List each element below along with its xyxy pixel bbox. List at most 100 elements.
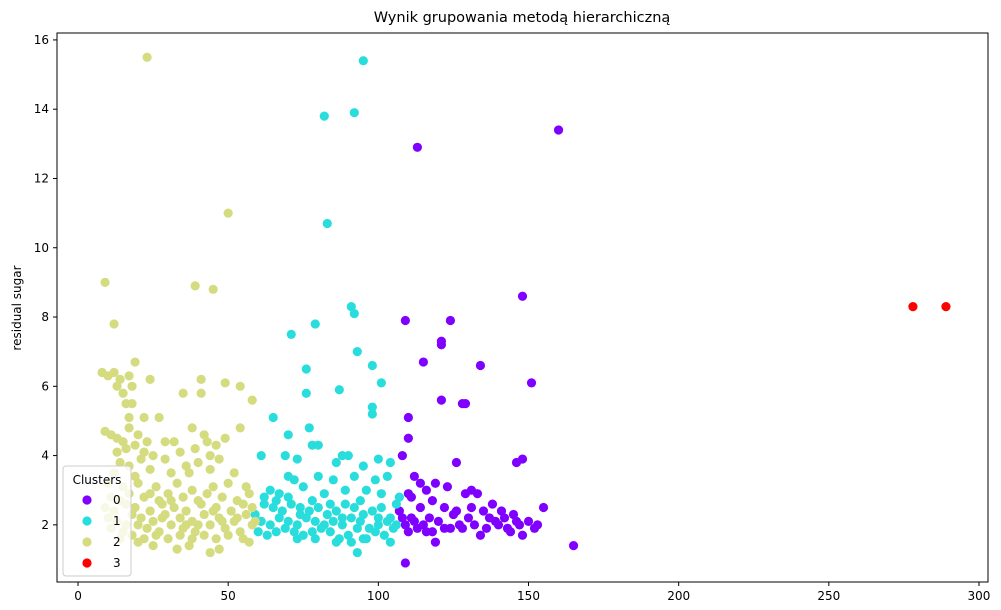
point-cluster-2-135: [214, 544, 224, 554]
point-cluster-2-53: [160, 454, 170, 464]
point-cluster-1-13: [334, 385, 344, 395]
point-cluster-1-109: [250, 509, 260, 520]
point-cluster-2-24: [124, 412, 134, 423]
point-cluster-1-56: [367, 506, 377, 516]
x-tick-label-5: 250: [817, 589, 840, 603]
point-cluster-2-128: [187, 534, 197, 544]
point-cluster-1-79: [289, 527, 299, 537]
point-cluster-1-29: [385, 457, 395, 468]
y-tick-label-0: 2: [41, 518, 49, 532]
point-cluster-2-0: [142, 52, 152, 62]
point-cluster-0-33: [466, 502, 477, 513]
point-cluster-1-107: [394, 492, 404, 502]
point-cluster-0-4: [445, 315, 456, 326]
point-cluster-1-89: [379, 530, 389, 540]
point-cluster-1-105: [352, 547, 362, 558]
point-cluster-0-61: [517, 530, 528, 540]
point-cluster-2-52: [136, 454, 146, 464]
point-cluster-2-102: [148, 516, 158, 526]
point-cluster-1-18: [304, 423, 314, 433]
point-cluster-2-144: [232, 513, 242, 523]
point-cluster-0-58: [475, 530, 486, 540]
point-cluster-2-63: [229, 468, 239, 478]
point-cluster-1-97: [337, 513, 347, 523]
point-cluster-0-13: [403, 412, 413, 423]
point-cluster-1-85: [343, 530, 353, 540]
point-cluster-2-45: [139, 447, 149, 457]
point-cluster-2-36: [130, 440, 140, 450]
point-cluster-1-90: [388, 523, 398, 533]
point-cluster-2-104: [175, 513, 185, 523]
point-cluster-2-67: [151, 482, 161, 492]
point-cluster-0-0: [553, 125, 564, 135]
point-cluster-2-149: [250, 516, 260, 526]
point-cluster-2-91: [169, 502, 179, 513]
point-cluster-2-14: [220, 378, 230, 388]
point-cluster-2-120: [235, 527, 245, 537]
point-cluster-2-84: [244, 489, 254, 499]
point-cluster-0-42: [424, 513, 434, 523]
point-cluster-2-62: [205, 464, 215, 475]
point-cluster-2-30: [199, 430, 209, 440]
point-cluster-2-37: [142, 437, 152, 447]
point-cluster-2-1: [223, 208, 233, 218]
chart-title: Wynik grupowania metodą hierarchiczną: [374, 10, 671, 26]
point-cluster-0-69: [484, 513, 495, 523]
legend-label-1: 1: [113, 514, 121, 528]
plot-frame: [56, 32, 989, 583]
point-cluster-2-92: [181, 506, 191, 516]
point-cluster-1-24: [331, 457, 341, 468]
x-tick-label-4: 200: [667, 589, 690, 603]
point-cluster-1-61: [274, 513, 284, 523]
point-cluster-1-35: [370, 475, 380, 485]
y-tick-label-4: 10: [34, 241, 49, 255]
point-cluster-1-72: [373, 520, 383, 530]
point-cluster-0-60: [505, 527, 516, 537]
point-cluster-1-12: [301, 388, 311, 398]
point-cluster-1-37: [265, 485, 275, 495]
point-cluster-1-96: [325, 499, 335, 509]
point-cluster-2-66: [133, 478, 143, 488]
point-cluster-0-64: [406, 513, 416, 523]
point-cluster-1-16: [268, 412, 278, 423]
point-cluster-2-46: [148, 450, 158, 461]
point-cluster-2-44: [121, 444, 131, 454]
point-cluster-1-14: [367, 402, 377, 412]
point-cluster-2-79: [178, 492, 188, 502]
point-cluster-1-78: [280, 523, 290, 533]
point-cluster-1-43: [376, 489, 386, 499]
point-cluster-2-38: [160, 437, 170, 447]
point-cluster-0-30: [427, 496, 437, 506]
point-cluster-1-21: [280, 450, 290, 461]
point-cluster-1-103: [310, 534, 320, 544]
point-cluster-2-28: [133, 430, 143, 440]
point-cluster-1-82: [316, 523, 326, 533]
point-cluster-0-70: [568, 541, 579, 551]
point-cluster-2-113: [142, 523, 152, 533]
point-cluster-1-26: [343, 450, 353, 461]
point-cluster-1-45: [268, 502, 278, 513]
point-cluster-2-134: [205, 547, 215, 558]
legend-label-2: 2: [113, 535, 121, 549]
point-cluster-2-11: [115, 374, 125, 384]
point-cluster-1-55: [358, 509, 368, 520]
point-cluster-1-52: [331, 506, 341, 516]
point-cluster-2-48: [190, 444, 200, 454]
point-cluster-2-19: [178, 388, 188, 398]
point-cluster-0-47: [481, 523, 492, 533]
point-cluster-1-92: [271, 496, 281, 506]
point-cluster-1-73: [382, 516, 392, 526]
point-cluster-0-8: [475, 360, 486, 371]
point-cluster-1-93: [283, 492, 293, 502]
point-cluster-0-34: [478, 506, 489, 516]
x-tick-label-6: 300: [968, 589, 991, 603]
point-cluster-2-29: [187, 423, 197, 433]
point-cluster-2-147: [217, 516, 227, 526]
point-cluster-2-13: [196, 374, 206, 384]
point-cluster-0-12: [460, 399, 471, 409]
point-cluster-2-138: [133, 537, 143, 547]
point-cluster-2-95: [226, 506, 236, 516]
point-cluster-1-70: [355, 516, 365, 526]
point-cluster-0-6: [436, 340, 447, 350]
point-cluster-0-16: [451, 457, 462, 468]
